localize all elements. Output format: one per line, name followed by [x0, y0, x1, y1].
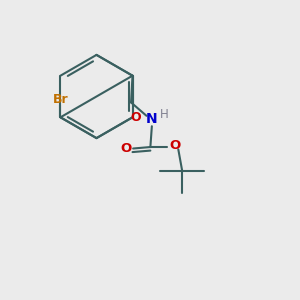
Text: O: O [131, 111, 141, 124]
Text: N: N [146, 112, 158, 126]
Text: O: O [120, 142, 132, 155]
Text: H: H [160, 108, 169, 121]
Text: Br: Br [53, 93, 68, 106]
Text: O: O [169, 139, 180, 152]
